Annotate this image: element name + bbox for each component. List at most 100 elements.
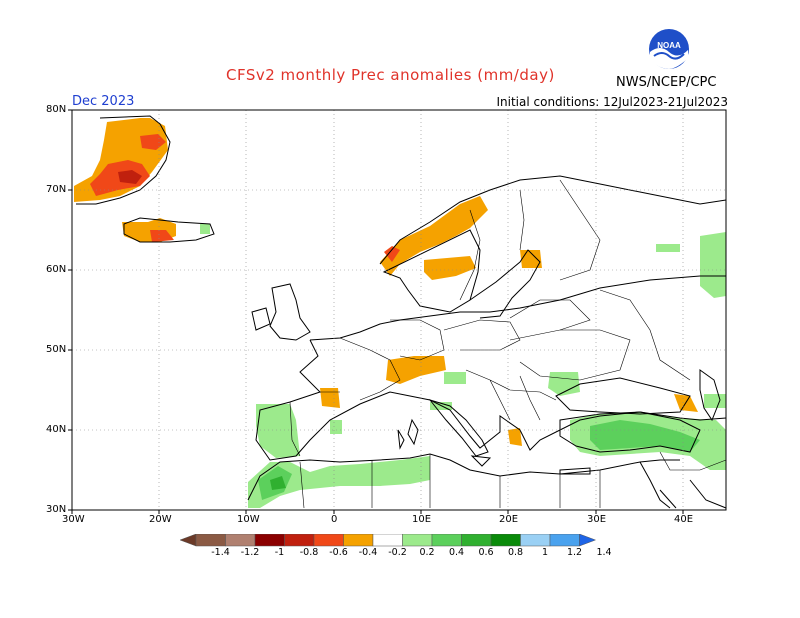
colorbar-cell: [520, 534, 551, 547]
border-middle-east: [659, 451, 727, 471]
colorbar-label: -1: [274, 547, 285, 558]
colorbar-cell: [195, 534, 226, 547]
anomaly-norway: [380, 196, 488, 276]
anomaly-russia-wet2: [656, 244, 680, 252]
colorbar-cell: [225, 534, 256, 547]
border-finland-russia: [559, 179, 601, 281]
colorbar-cell: [490, 534, 521, 547]
lon-label-40e: 40E: [674, 514, 694, 525]
colorbar-cell: [431, 534, 462, 547]
north-africa: [247, 453, 680, 501]
iceland-coast: [123, 217, 215, 243]
anomaly-greenland-north: [140, 134, 166, 150]
lon-label-10w: 10W: [237, 514, 260, 525]
month-label: Dec 2023: [72, 94, 135, 109]
anomaly-greece: [508, 428, 522, 446]
border-france: [339, 337, 401, 401]
italy: [428, 399, 489, 457]
colorbar-cell: [461, 534, 492, 547]
colorbar-label: -1.2: [240, 547, 260, 558]
lat-label-30n: 30N: [46, 504, 67, 515]
red-sea: [659, 479, 727, 509]
anomaly-nafrica-dark: [270, 476, 286, 490]
anomaly-norway-red: [384, 246, 400, 262]
colorbar-label: 0.2: [419, 547, 435, 558]
anomaly-sweden: [424, 256, 476, 280]
colorbar-cell: [402, 534, 433, 547]
colorbar-label: 1: [541, 547, 549, 558]
colorbar-label: 1.2: [566, 547, 583, 558]
anomaly-greenland-darkred: [118, 170, 142, 184]
border-north-africa: [299, 454, 601, 509]
colorbar-cell: [254, 534, 285, 547]
country-borders: [289, 179, 727, 509]
lat-label-50n: 50N: [46, 344, 67, 355]
colorbar-cell: [343, 534, 374, 547]
anomaly-caucasus-wet: [704, 394, 726, 408]
colorbar-label: 0.6: [478, 547, 494, 558]
border-poland: [443, 319, 521, 351]
colorbar-label: -0.2: [388, 547, 407, 558]
colorbar-label: 0.8: [507, 547, 524, 558]
anomaly-alps: [386, 356, 446, 384]
grid-lines: [72, 110, 726, 510]
colorbar-label: -1.4: [211, 547, 230, 558]
coastlines: [76, 115, 727, 509]
anomaly-russia-wet: [700, 232, 726, 298]
colorbar-cell: [372, 534, 403, 547]
anomaly-alps-wet: [444, 372, 466, 384]
border-ukraine: [509, 329, 631, 381]
border-balkans: [465, 369, 557, 421]
colorbar-cell: [313, 534, 344, 547]
border-germany: [390, 319, 445, 361]
lon-label-0: 0: [331, 514, 338, 525]
colorbar-label: 1.4: [596, 547, 612, 558]
black-sea: [555, 377, 691, 415]
british-isles: [269, 283, 311, 341]
colorbar-cell: [549, 534, 580, 547]
agency-label: NWS/NCEP/CPC: [616, 75, 717, 90]
lon-label-20w: 20W: [149, 514, 172, 525]
europe-mainland: [255, 275, 727, 461]
lon-label-30e: 30E: [587, 514, 607, 525]
ireland: [251, 307, 271, 331]
lat-label-70n: 70N: [46, 184, 67, 195]
noaa-logo: NOAA: [648, 28, 690, 70]
border-iberia: [289, 391, 340, 457]
logo-text: NOAA: [657, 41, 681, 50]
mediterranean-islands: [397, 418, 591, 475]
anomaly-balkans-wet: [548, 372, 580, 396]
colorbar-left-arrow: [180, 534, 197, 547]
border-norway-sweden: [459, 209, 481, 301]
anomaly-nafrica-wet: [248, 456, 430, 508]
colorbar-label: -0.6: [329, 547, 348, 558]
lat-label-40n: 40N: [46, 424, 67, 435]
colorbar: [180, 534, 597, 547]
anomaly-iberia-wet2: [330, 420, 342, 434]
anomaly-iberia-wet: [256, 404, 300, 458]
colorbar-label: -0.8: [299, 547, 319, 558]
map-title: CFSv2 monthly Prec anomalies (mm/day): [226, 66, 555, 84]
initial-conditions-label: Initial conditions: 12Jul2023-21Jul2023: [496, 95, 728, 109]
lon-label-10e: 10E: [412, 514, 432, 525]
border-russia-west: [599, 289, 691, 381]
lon-label-30w: 30W: [62, 514, 85, 525]
turkey: [559, 411, 701, 453]
lat-label-80n: 80N: [46, 104, 67, 115]
lat-label-60n: 60N: [46, 264, 67, 275]
colorbar-label: 0.4: [448, 547, 465, 558]
colorbar-cell: [284, 534, 315, 547]
levant: [639, 461, 671, 509]
anomaly-layer: [74, 118, 726, 508]
anomaly-iceland-red: [150, 230, 174, 242]
border-belarus: [509, 299, 591, 331]
caspian: [699, 369, 721, 422]
lon-label-20e: 20E: [499, 514, 519, 525]
anomaly-pyrenees: [320, 388, 340, 408]
anomaly-iceland-wet: [200, 224, 210, 234]
colorbar-right-arrow: [579, 534, 597, 547]
map-border: [71, 109, 727, 511]
greenland-coast: [76, 115, 171, 205]
border-sweden-finland: [519, 189, 525, 251]
